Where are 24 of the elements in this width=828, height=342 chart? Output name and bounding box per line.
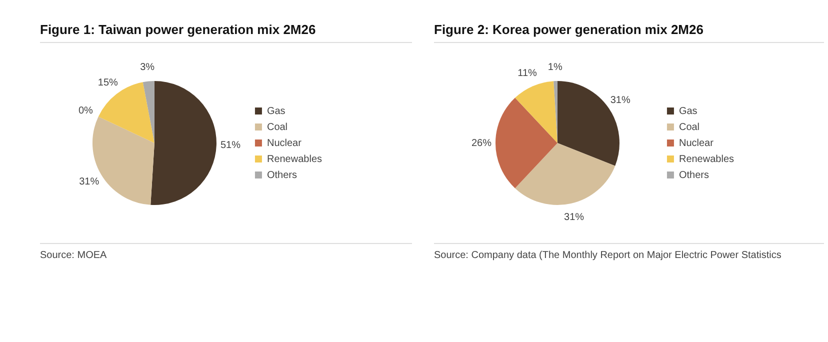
data-label: 1% xyxy=(548,62,562,73)
data-label: 11% xyxy=(518,68,538,79)
data-label: 15% xyxy=(98,78,118,89)
data-label: 3% xyxy=(140,62,155,74)
legend-label: Gas xyxy=(678,106,698,117)
chart-title: Figure 2: Korea power generation mix 2M26 xyxy=(434,22,824,43)
data-label: 31% xyxy=(610,95,630,106)
legend-label: Renewables xyxy=(678,154,734,165)
data-label: 26% xyxy=(471,138,492,149)
legend-label: Others xyxy=(678,170,709,181)
legend-label: Gas xyxy=(266,106,286,117)
legend-label: Others xyxy=(266,170,297,181)
source-note: Source: MOEA xyxy=(40,243,412,261)
chart-title: Figure 1: Taiwan power generation mix 2M26 xyxy=(40,22,412,43)
legend-label: Coal xyxy=(678,122,700,133)
legend-label: Nuclear xyxy=(678,138,714,149)
source-note: Source: Company data (The Monthly Report on Major Electric Power Statistics xyxy=(434,243,824,261)
legend-label: Coal xyxy=(266,122,288,133)
text: 0% xyxy=(78,105,93,116)
legend-label: Renewables xyxy=(266,154,322,165)
data-label: 31% xyxy=(79,176,100,188)
data-label: 51% xyxy=(220,140,241,152)
data-label: 31% xyxy=(564,212,584,223)
legend-label: Nuclear xyxy=(266,138,302,149)
